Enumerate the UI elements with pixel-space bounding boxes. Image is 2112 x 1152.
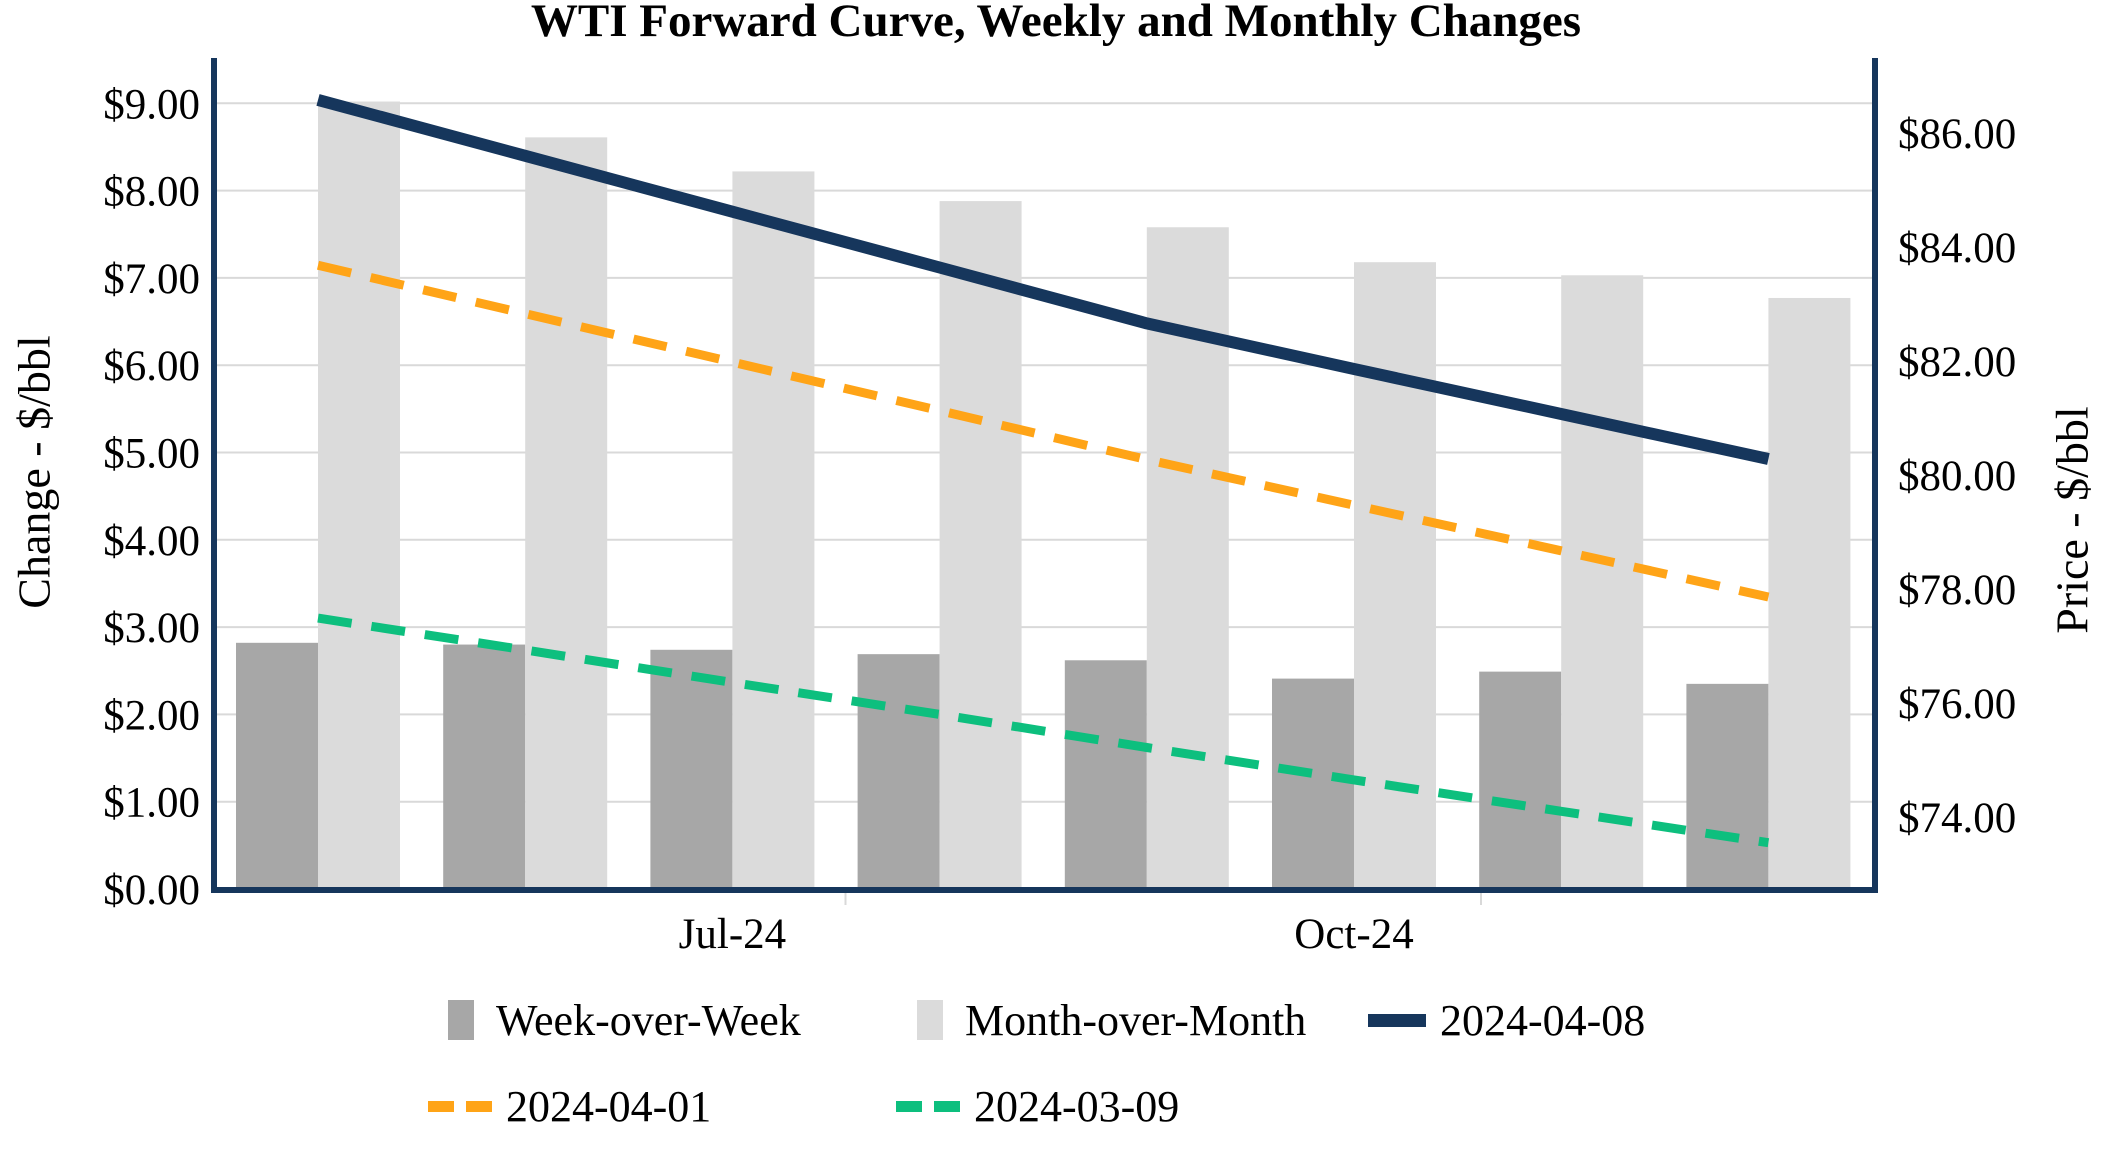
x-axis-label: Oct-24 — [1294, 911, 1413, 958]
left-axis-tick-label: $0.00 — [103, 867, 200, 914]
left-axis-tick-label: $6.00 — [103, 343, 200, 390]
bar-month-over-month — [318, 101, 400, 889]
legend-item-week-over-week: Week-over-Week — [448, 992, 801, 1048]
green-dash-swatch-icon — [896, 1100, 960, 1112]
bar-month-over-month — [1561, 275, 1644, 889]
left-axis-tick-label: $4.00 — [103, 518, 200, 565]
right-axis-tick-label: $84.00 — [1898, 225, 2016, 272]
line-2024-04-08 — [316, 94, 1770, 465]
x-axis-line — [211, 887, 1878, 893]
bar-week-over-week — [650, 649, 733, 889]
orange-dash-swatch-icon — [428, 1100, 492, 1112]
month-over-month-swatch-icon — [917, 1000, 943, 1040]
legend-item-month-over-month: Month-over-Month — [917, 992, 1306, 1048]
left-axis-line — [211, 58, 217, 892]
bar-month-over-month — [732, 171, 815, 890]
right-axis-tick-label: $74.00 — [1898, 795, 2016, 842]
bar-week-over-week — [857, 654, 940, 889]
bar-week-over-week — [1064, 660, 1147, 889]
bar-month-over-month — [525, 137, 608, 890]
left-axis-tick-label: $7.00 — [103, 256, 200, 303]
line-2024-04-01 — [316, 260, 1770, 602]
legend-label: 2024-04-08 — [1440, 995, 1646, 1045]
left-axis-tick-label: $8.00 — [103, 169, 200, 216]
right-axis-tick-label: $80.00 — [1898, 453, 2016, 500]
bar-week-over-week — [443, 644, 526, 889]
solid-line-swatch-icon — [1368, 1013, 1426, 1027]
left-axis-tick-label: $3.00 — [103, 605, 200, 652]
week-over-week-swatch-icon — [448, 1000, 474, 1040]
chart-title: WTI Forward Curve, Weekly and Monthly Ch… — [530, 0, 1582, 47]
legend-item-2024-04-01: 2024-04-01 — [428, 1078, 711, 1134]
bar-week-over-week — [1479, 671, 1562, 889]
bar-month-over-month — [939, 201, 1022, 890]
right-axis-tick-label: $82.00 — [1898, 339, 2016, 386]
right-axis-tick-label: $86.00 — [1898, 111, 2016, 158]
right-axis-tick-label: $76.00 — [1898, 681, 2016, 728]
legend-label: Month-over-Month — [965, 995, 1307, 1045]
left-axis-tick-label: $9.00 — [103, 81, 200, 128]
right-axis-line — [1872, 58, 1878, 892]
bar-month-over-month — [1354, 262, 1436, 889]
legend-label: Week-over-Week — [496, 995, 801, 1045]
right-axis-tick-label: $78.00 — [1898, 567, 2016, 614]
x-axis-label: Jul-24 — [679, 911, 787, 958]
bar-week-over-week — [1686, 683, 1769, 889]
bar-month-over-month — [1768, 297, 1851, 889]
legend-label: 2024-04-01 — [506, 1081, 712, 1131]
bar-week-over-week — [236, 642, 318, 889]
legend-label: 2024-03-09 — [974, 1081, 1180, 1131]
legend-item-2024-03-09: 2024-03-09 — [896, 1078, 1179, 1134]
left-axis-tick-label: $5.00 — [103, 431, 200, 478]
left-axis-tick-label: $2.00 — [103, 692, 200, 739]
legend-item-2024-04-08: 2024-04-08 — [1368, 992, 1645, 1048]
line-2024-03-09 — [317, 613, 1770, 848]
left-axis-tick-label: $1.00 — [103, 780, 200, 827]
bar-week-over-week — [1272, 678, 1354, 889]
